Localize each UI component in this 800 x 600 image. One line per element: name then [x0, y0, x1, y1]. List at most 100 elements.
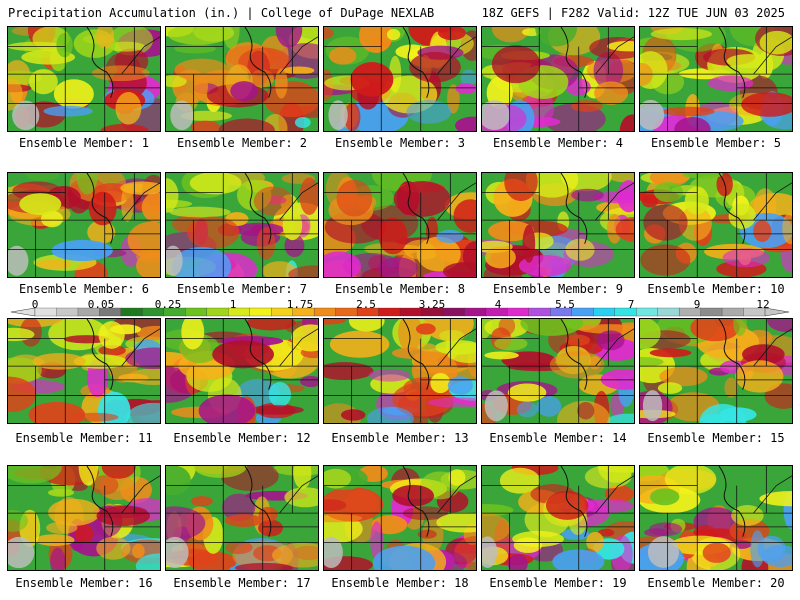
precip-map — [482, 466, 634, 570]
river-line — [402, 173, 430, 244]
member-panel-4 — [481, 26, 635, 132]
river-line — [718, 173, 746, 244]
member-panel-20 — [639, 465, 793, 571]
member-caption-8: Ensemble Member: 8 — [334, 282, 466, 296]
member-caption-3: Ensemble Member: 3 — [334, 136, 466, 150]
member-caption-15: Ensemble Member: 15 — [647, 431, 785, 445]
state-boundary — [595, 475, 634, 514]
member-panel-3 — [323, 26, 477, 132]
colorbar-tick-label: 5.5 — [555, 298, 575, 311]
colorbar-swatch — [528, 307, 551, 317]
colorbar-swatch — [571, 307, 594, 317]
colorbar-swatch — [378, 307, 401, 317]
precip-map — [166, 173, 318, 277]
precip-map — [324, 319, 476, 423]
river-line — [560, 466, 588, 537]
colorbar-swatch — [657, 307, 680, 317]
member-panel-10 — [639, 172, 793, 278]
colorbar-tick-label: 1.75 — [286, 298, 314, 311]
state-boundary — [279, 182, 318, 221]
precip-map — [640, 27, 792, 131]
member-caption-19: Ensemble Member: 19 — [489, 576, 627, 590]
colorbar — [10, 307, 790, 317]
member-caption-12: Ensemble Member: 12 — [173, 431, 311, 445]
river-line — [402, 27, 430, 98]
precip-map — [8, 466, 160, 570]
member-caption-17: Ensemble Member: 17 — [173, 576, 311, 590]
state-boundary — [753, 36, 792, 75]
state-boundary — [595, 36, 634, 75]
colorbar-swatch — [335, 307, 358, 317]
member-panel-8 — [323, 172, 477, 278]
precip-map — [324, 466, 476, 570]
member-panel-15 — [639, 318, 793, 424]
river-line — [86, 466, 114, 537]
precip-map — [8, 27, 160, 131]
member-caption-1: Ensemble Member: 1 — [18, 136, 150, 150]
member-panel-17 — [165, 465, 319, 571]
state-boundary — [437, 182, 476, 221]
colorbar-swatch — [120, 307, 143, 317]
member-caption-11: Ensemble Member: 11 — [15, 431, 153, 445]
precip-map — [166, 319, 318, 423]
precip-map — [482, 27, 634, 131]
member-caption-9: Ensemble Member: 9 — [492, 282, 624, 296]
state-boundary — [279, 36, 318, 75]
river-line — [402, 319, 430, 390]
colorbar-swatch — [249, 307, 272, 317]
precip-map — [482, 173, 634, 277]
member-caption-14: Ensemble Member: 14 — [489, 431, 627, 445]
colorbar-swatch — [206, 307, 229, 317]
colorbar-tick-label: 3.25 — [418, 298, 446, 311]
colorbar-tick-label: 9 — [693, 298, 701, 311]
state-boundary — [279, 475, 318, 514]
colorbar-tick-label: 0 — [31, 298, 39, 311]
river-line — [718, 27, 746, 98]
colorbar-right-arrow — [764, 307, 790, 317]
member-panel-11 — [7, 318, 161, 424]
river-line — [86, 319, 114, 390]
run-info: 18Z GEFS | F282 Valid: 12Z TUE JUN 03 20… — [481, 6, 785, 20]
state-boundary — [753, 182, 792, 221]
colorbar-tick-label: 2.5 — [356, 298, 376, 311]
state-boundary — [437, 36, 476, 75]
member-panel-12 — [165, 318, 319, 424]
colorbar-swatch — [442, 307, 465, 317]
member-caption-20: Ensemble Member: 20 — [647, 576, 785, 590]
river-line — [86, 27, 114, 98]
colorbar-swatch — [593, 307, 616, 317]
member-caption-4: Ensemble Member: 4 — [492, 136, 624, 150]
colorbar-swatch — [313, 307, 337, 317]
state-boundary — [595, 328, 634, 367]
state-boundary — [437, 328, 476, 367]
river-line — [560, 173, 588, 244]
colorbar-swatch — [507, 307, 530, 317]
state-boundary — [753, 475, 792, 514]
river-line — [86, 173, 114, 244]
river-line — [560, 27, 588, 98]
member-caption-10: Ensemble Member: 10 — [647, 282, 785, 296]
river-line — [244, 466, 272, 537]
state-boundary — [121, 475, 160, 514]
member-caption-18: Ensemble Member: 18 — [331, 576, 469, 590]
precip-map — [166, 466, 318, 570]
river-line — [560, 319, 588, 390]
member-panel-6 — [7, 172, 161, 278]
member-caption-5: Ensemble Member: 5 — [650, 136, 782, 150]
precip-map — [8, 173, 160, 277]
state-boundary — [121, 36, 160, 75]
state-boundary — [595, 182, 634, 221]
colorbar-tick-label: 7 — [627, 298, 635, 311]
precip-map — [324, 27, 476, 131]
river-line — [402, 466, 430, 537]
colorbar-swatch — [464, 307, 487, 317]
colorbar-swatch — [56, 307, 79, 317]
colorbar-tick-label: 0.05 — [87, 298, 115, 311]
member-panel-13 — [323, 318, 477, 424]
river-line — [244, 173, 272, 244]
state-boundary — [121, 328, 160, 367]
colorbar-swatch — [700, 307, 723, 317]
colorbar-swatch — [721, 307, 744, 317]
precip-map — [640, 173, 792, 277]
state-boundary — [437, 475, 476, 514]
